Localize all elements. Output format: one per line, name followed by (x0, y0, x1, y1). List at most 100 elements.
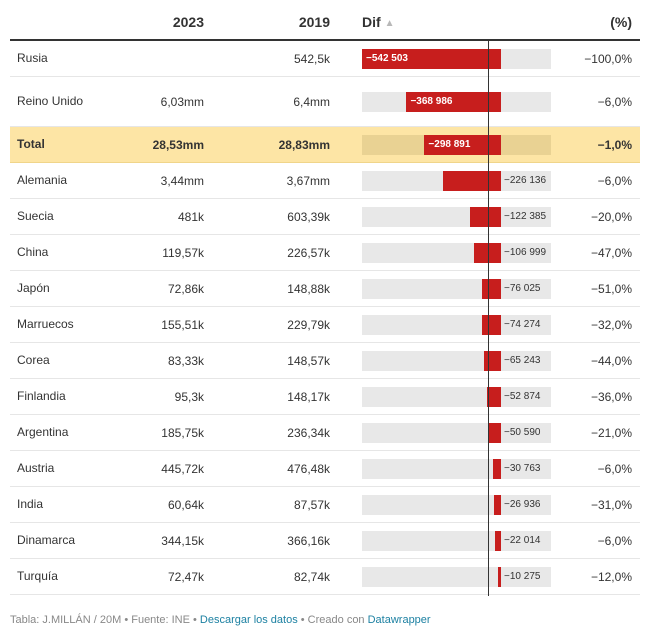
value-2019: 6,4mm (293, 94, 330, 109)
dif-label: −298 891 (428, 138, 471, 150)
value-2019: 87,57k (293, 497, 330, 512)
col-header-2023[interactable]: 2023 (172, 14, 204, 30)
dif-label: −76 025 (504, 282, 541, 294)
total-row: Total 28,53mm 28,83mm −298 891 −1,0% (10, 127, 640, 163)
dif-bar (406, 91, 501, 112)
value-pct: −36,0% (590, 389, 632, 404)
bar-track (362, 278, 551, 299)
row-name: Corea (17, 353, 50, 367)
value-pct: −31,0% (590, 497, 632, 512)
value-2019: 542,5k (293, 51, 330, 66)
col-header-pct[interactable]: (%) (610, 14, 632, 30)
dif-bar (362, 48, 502, 69)
table-row: Marruecos 155,51k 229,79k −74 274 −32,0% (10, 307, 640, 343)
row-name: Alemania (17, 173, 68, 187)
value-2023: 83,33k (167, 353, 204, 368)
row-name: Austria (17, 461, 55, 475)
dif-bar (493, 458, 502, 479)
bar-track (362, 242, 551, 263)
value-2019: 229,79k (287, 317, 330, 332)
value-2019: 82,74k (293, 569, 330, 584)
value-2023: 6,03mm (160, 94, 204, 109)
value-2023: 445,72k (161, 461, 204, 476)
value-2019: 3,67mm (286, 173, 330, 188)
value-pct: −44,0% (590, 353, 632, 368)
value-2019: 148,17k (287, 389, 330, 404)
footer: Tabla: J.MILLÁN / 20M • Fuente: INE • De… (10, 614, 431, 626)
dif-bar (481, 278, 501, 299)
row-name: India (17, 497, 44, 511)
table-row: Finlandia 95,3k 148,17k −52 874 −36,0% (10, 379, 640, 415)
dif-label: −74 274 (504, 318, 541, 330)
row-name: Finlandia (17, 389, 66, 403)
value-2023: 3,44mm (160, 173, 204, 188)
dif-label: −50 590 (504, 426, 541, 438)
dif-bar (487, 386, 502, 407)
dif-label: −226 136 (504, 174, 547, 186)
bar-track (362, 314, 551, 335)
value-2023: 481k (177, 209, 204, 224)
value-2019: 148,57k (287, 353, 330, 368)
value-pct: −1,0% (597, 137, 632, 152)
value-2019: 603,39k (287, 209, 330, 224)
bar-track (362, 530, 551, 551)
row-name: Suecia (17, 209, 54, 223)
dif-bar (443, 170, 501, 191)
dif-label: −542 503 (366, 52, 408, 64)
value-pct: −6,0% (597, 533, 632, 548)
value-2023: 72,47k (167, 569, 204, 584)
dif-bar (484, 350, 502, 371)
table-row: Dinamarca 344,15k 366,16k −22 014 −6,0% (10, 523, 640, 559)
value-2023: 344,15k (161, 533, 204, 548)
value-pct: −100,0% (584, 51, 632, 66)
value-2019: 28,83mm (278, 137, 330, 152)
bar-track (362, 458, 551, 479)
value-2023: 28,53mm (152, 137, 204, 152)
value-pct: −32,0% (590, 317, 632, 332)
datawrapper-link[interactable]: Datawrapper (367, 614, 431, 626)
bar-track (362, 422, 551, 443)
col-header-dif[interactable]: Dif ▲ (362, 14, 395, 30)
value-2023: 155,51k (161, 317, 204, 332)
row-name: Reino Unido (17, 94, 84, 108)
col-header-2019[interactable]: 2019 (298, 14, 330, 30)
dif-label: −106 999 (504, 246, 547, 258)
col-header-dif-label: Dif (362, 14, 381, 30)
value-2019: 366,16k (287, 533, 330, 548)
row-name: China (17, 245, 49, 259)
dif-label: −10 275 (504, 570, 541, 582)
dif-label: −122 385 (504, 210, 547, 222)
dif-bar (481, 314, 502, 335)
footer-created: • Creado con (297, 614, 368, 626)
value-pct: −6,0% (597, 94, 632, 109)
row-name: Turquía (17, 569, 58, 583)
table-row: Alemania 3,44mm 3,67mm −226 136 −6,0% (10, 163, 640, 199)
table-row: Reino Unido 6,03mm 6,4mm −368 986 −6,0% (10, 77, 640, 127)
value-2023: 60,64k (167, 497, 204, 512)
value-pct: −6,0% (597, 173, 632, 188)
sort-ascending-icon[interactable]: ▲ (384, 18, 395, 29)
dif-label: −30 763 (504, 462, 541, 474)
download-data-link[interactable]: Descargar los datos (199, 614, 298, 626)
table-row: China 119,57k 226,57k −106 999 −47,0% (10, 235, 640, 271)
table-row: Austria 445,72k 476,48k −30 763 −6,0% (10, 451, 640, 487)
row-name: Dinamarca (17, 533, 76, 547)
footer-source: Tabla: J.MILLÁN / 20M • Fuente: INE • (10, 614, 200, 626)
bar-track (362, 206, 551, 227)
table-row: Argentina 185,75k 236,34k −50 590 −21,0% (10, 415, 640, 451)
value-2019: 236,34k (287, 425, 330, 440)
dif-bar (488, 422, 502, 443)
value-pct: −51,0% (590, 281, 632, 296)
table-row: Rusia 542,5k −542 503 −100,0% (10, 41, 640, 77)
table-row: Turquía 72,47k 82,74k −10 275 −12,0% (10, 559, 640, 595)
table-body: Rusia 542,5k −542 503 −100,0% Reino Unido 6,0… (10, 41, 640, 595)
dif-bar (473, 242, 501, 263)
dif-bar (424, 134, 502, 155)
dif-bar (494, 494, 501, 515)
zero-axis-line (488, 41, 489, 596)
bar-track (362, 566, 551, 587)
dif-label: −368 986 (410, 95, 453, 107)
value-pct: −12,0% (590, 569, 632, 584)
value-2023: 119,57k (162, 245, 204, 260)
